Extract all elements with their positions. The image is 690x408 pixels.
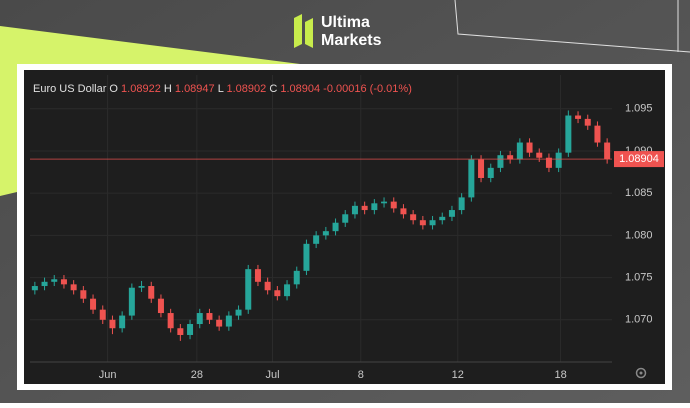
candle-body: [516, 142, 523, 160]
candle-body: [284, 284, 291, 297]
candle-body: [400, 208, 407, 215]
instrument: Euro US Dollar: [33, 83, 107, 95]
candle-body: [245, 269, 252, 310]
x-tick-label: 12: [452, 369, 464, 381]
candle-body: [60, 279, 67, 285]
settings-icon[interactable]: [635, 367, 647, 379]
candle-body: [604, 142, 611, 160]
candle-body: [264, 281, 271, 291]
ohlc-key: L: [218, 83, 224, 95]
candle-body: [313, 235, 320, 244]
candle-body: [458, 197, 465, 211]
change-pct: (-0.01%): [370, 83, 412, 95]
ohlc-header: Euro US Dollar O 1.08922 H 1.08947 L 1.0…: [33, 83, 412, 95]
accent-band: [0, 26, 300, 196]
x-tick-label: 8: [358, 369, 364, 381]
candle-body: [254, 269, 261, 282]
candle-body: [128, 287, 135, 316]
candle-body: [536, 152, 543, 158]
logo-text: Ultima: [321, 14, 370, 31]
candle-body: [342, 214, 349, 223]
candle-body: [225, 315, 232, 327]
last-price-box: [614, 151, 664, 168]
x-tick-label: 28: [191, 369, 203, 381]
candle-body: [167, 313, 174, 329]
x-tick-label: Jun: [99, 369, 117, 381]
ohlc-value: 1.08947: [175, 83, 215, 95]
candle-body: [206, 313, 213, 320]
ohlc-value: 1.08904: [280, 83, 320, 95]
candle-body: [138, 286, 145, 288]
candle-body: [157, 298, 164, 314]
candle-body: [526, 142, 533, 153]
candle-body: [109, 319, 116, 329]
candle-body: [196, 313, 203, 325]
candle-body: [41, 281, 48, 287]
candle-body: [487, 167, 494, 178]
candle-body: [468, 159, 475, 198]
candle-body: [216, 319, 223, 327]
candle-body: [565, 115, 572, 153]
ohlc-key: H: [164, 83, 172, 95]
ohlc-value: 1.08922: [121, 83, 161, 95]
candle-body: [410, 214, 417, 221]
candle-body: [584, 118, 591, 126]
candle-body: [507, 155, 514, 160]
logo-mark: [305, 18, 313, 48]
chart-panel: [24, 70, 665, 384]
deco-line: [454, 0, 690, 53]
candle-body: [80, 290, 87, 299]
candle-body: [497, 155, 504, 168]
candle-body: [545, 157, 552, 168]
candle-body: [361, 205, 368, 211]
x-tick-label: 18: [554, 369, 566, 381]
candle-body: [51, 279, 58, 282]
logo-mark: [294, 14, 302, 48]
x-tick-label: Jul: [265, 369, 279, 381]
logo: Ultima Markets: [294, 14, 382, 49]
candle-body: [575, 115, 582, 119]
candle-body: [390, 201, 397, 209]
candle-body: [429, 220, 436, 226]
candle-body: [187, 324, 194, 335]
ohlc-key: C: [269, 83, 277, 95]
candle-body: [70, 284, 77, 291]
last-price-label: 1.08904: [619, 153, 659, 165]
logo-text: Markets: [321, 32, 382, 49]
y-tick-label: 1.075: [625, 271, 653, 283]
y-tick-label: 1.085: [625, 187, 653, 199]
candle-body: [478, 159, 485, 178]
candle-body: [235, 309, 242, 316]
candle-body: [322, 231, 329, 236]
candle-body: [177, 328, 184, 335]
candle-body: [31, 286, 38, 291]
candle-body: [99, 309, 106, 320]
change: -0.00016: [323, 83, 366, 95]
candle-body: [293, 270, 300, 285]
candle-body: [381, 201, 388, 204]
candle-body: [371, 203, 378, 211]
candle-body: [119, 315, 126, 329]
candle-body: [555, 152, 562, 168]
candle-body: [332, 222, 339, 232]
y-tick-label: 1.095: [625, 103, 653, 115]
ohlc-value: 1.08902: [227, 83, 267, 95]
candle-body: [351, 205, 358, 215]
candle-body: [90, 298, 97, 310]
y-tick-label: 1.070: [625, 314, 653, 326]
candle-body: [448, 210, 455, 217]
candle-body: [594, 125, 601, 143]
candle-body: [148, 286, 155, 299]
candle-body: [439, 216, 446, 221]
candle-body: [274, 290, 281, 297]
ohlc-key: O: [109, 83, 118, 95]
candle-body: [419, 220, 426, 226]
y-tick-label: 1.080: [625, 229, 653, 241]
candle-body: [303, 243, 310, 271]
